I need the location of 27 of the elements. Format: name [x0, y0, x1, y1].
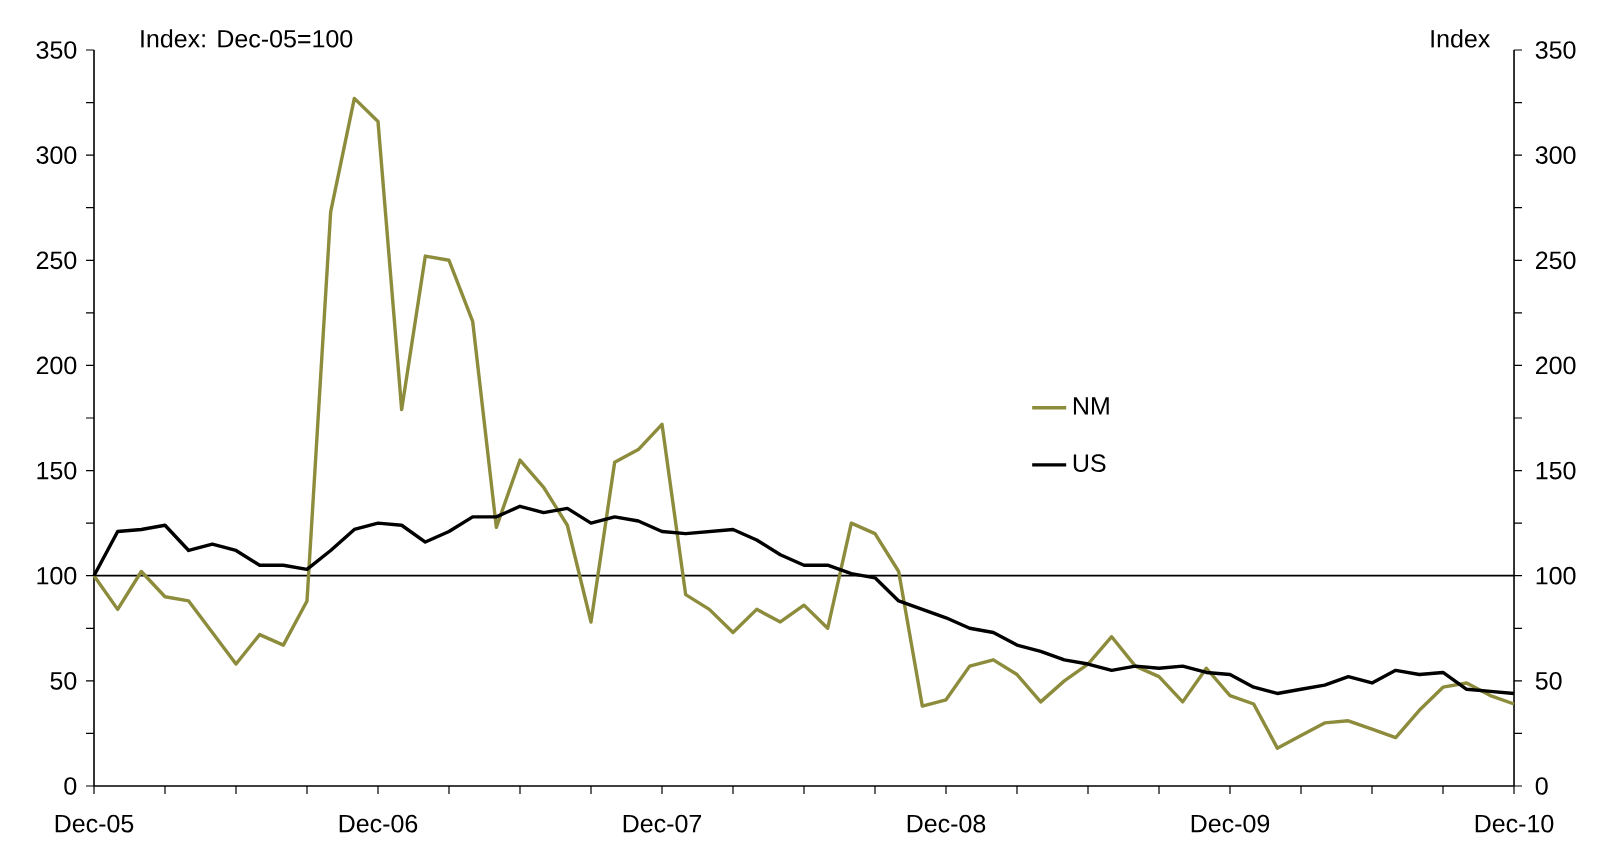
y-tick-label: 0	[64, 777, 77, 795]
y-tick-label: 250	[36, 251, 77, 270]
line-series	[92, 96, 1516, 750]
y2-tick-label: 0	[1535, 777, 1548, 795]
y-tick-label: 100	[37, 566, 77, 585]
y2-tick-label: 250	[1536, 251, 1576, 270]
y2-tick-label: 50	[1535, 672, 1562, 690]
x-tick-label: Dec-08	[907, 814, 986, 833]
x-tick-label: Dec-06	[339, 814, 418, 833]
y2-tick-label: 100	[1536, 566, 1576, 585]
y-tick-label: 150	[37, 461, 77, 480]
y-tick-label: 200	[36, 356, 77, 375]
x-tick-label: Dec-10	[1475, 814, 1554, 833]
x-tick-label: Dec-07	[623, 814, 702, 833]
legend-label: NM	[1073, 397, 1109, 415]
y-tick-label: 350	[36, 41, 77, 59]
y2-tick-label: 300	[1535, 146, 1576, 164]
x-tick-label: Dec-09	[1191, 814, 1270, 833]
y2-axis-title: Index	[1431, 29, 1491, 48]
y-axis-title: Index: Dec-05=100	[141, 29, 353, 48]
y2-tick-label: 350	[1535, 41, 1576, 59]
y2-tick-label: 200	[1536, 356, 1576, 375]
y-tick-label: 300	[36, 146, 77, 164]
x-tick-label: Dec-05	[55, 814, 134, 833]
legend-label: US	[1073, 454, 1106, 472]
y2-tick-label: 150	[1536, 461, 1576, 480]
y-tick-label: 50	[50, 672, 77, 690]
